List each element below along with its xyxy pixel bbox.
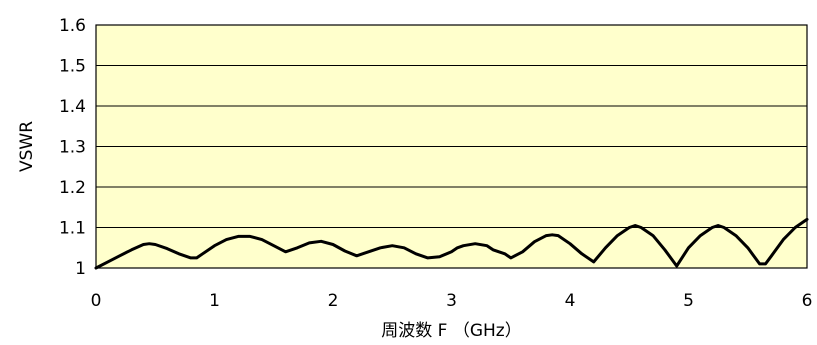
y-tick-label: 1.3 (59, 138, 86, 158)
x-tick-label: 5 (683, 291, 694, 311)
y-tick-label: 1 (75, 259, 86, 279)
y-tick-label: 1.5 (59, 57, 86, 77)
x-axis-label: 周波数 F （GHz） (381, 321, 521, 341)
y-tick-label: 1.1 (59, 219, 86, 239)
y-tick-label: 1.6 (59, 16, 86, 36)
x-tick-label: 6 (802, 291, 813, 311)
x-tick-label: 3 (446, 291, 457, 311)
x-tick-label: 2 (328, 291, 339, 311)
series-line (94, 217, 809, 270)
gridlines (96, 65, 807, 228)
x-tick-label: 4 (565, 291, 576, 311)
y-axis-label: VSWR (17, 121, 37, 172)
y-tick-label: 1.4 (59, 97, 86, 117)
y-tick-labels: 1 1.1 1.2 1.3 1.4 1.5 1.6 (59, 16, 86, 279)
x-tick-labels: 0 1 2 3 4 5 6 (91, 291, 813, 311)
x-tick-label: 0 (91, 291, 102, 311)
series-lines (94, 217, 809, 270)
y-tick-label: 1.2 (59, 178, 86, 198)
x-tick-label: 1 (209, 291, 220, 311)
